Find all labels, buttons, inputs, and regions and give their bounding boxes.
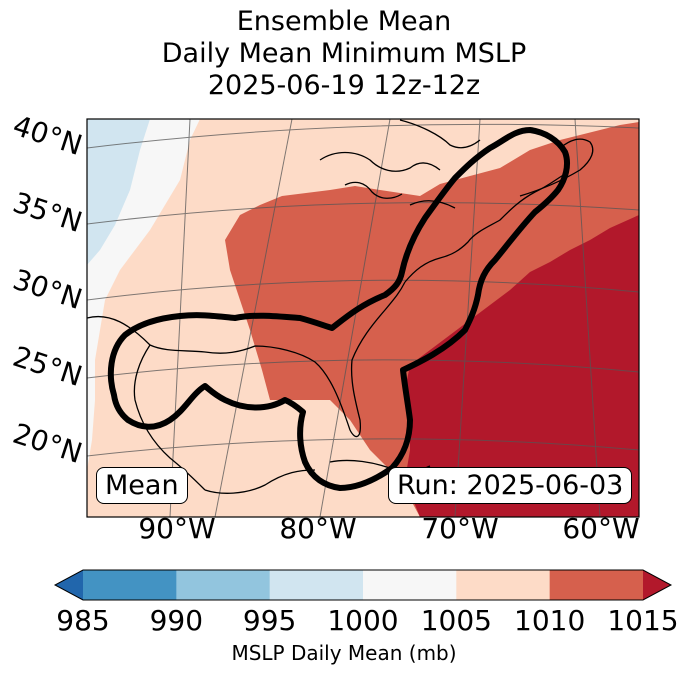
chart-title: Ensemble Mean Daily Mean Minimum MSLP 20… [0, 6, 688, 102]
colorbar-tick-label: 1015 [607, 604, 679, 637]
colorbar-segment [363, 570, 457, 600]
hudson-coast [399, 119, 481, 149]
colorbar-segment [176, 570, 271, 600]
lon-label-70w: 70°W [421, 512, 499, 545]
colorbar-segment [269, 570, 364, 600]
lat-line-35 [87, 202, 639, 225]
colorbar-tick-label: 995 [242, 604, 297, 637]
colorbar-segment [83, 570, 177, 600]
great-lakes [319, 151, 456, 209]
colorbar-tick-label: 1000 [327, 604, 399, 637]
yucatan-coast [204, 469, 316, 494]
mean-label: Mean [96, 467, 188, 504]
title-line-1: Ensemble Mean [236, 6, 452, 37]
colorbar-title: MSLP Daily Mean (mb) [231, 641, 457, 665]
lon-line-80w [319, 119, 391, 517]
lat-line-25 [87, 359, 639, 379]
lon-label-80w: 80°W [279, 512, 357, 545]
colorbar-tick-label: 990 [149, 604, 204, 637]
band-995-1000 [87, 119, 150, 265]
title-line-3: 2025-06-19 12z-12z [207, 70, 481, 101]
map-frame [86, 118, 640, 518]
band-above-1015 [405, 215, 639, 517]
colorbar-tick-label: 1005 [420, 604, 492, 637]
nova-scotia-coast [519, 138, 594, 197]
lon-label-60w: 60°W [562, 512, 640, 545]
lon-line-60w [574, 119, 601, 517]
colorbar-segment [456, 570, 551, 600]
lat-line-20 [87, 438, 639, 457]
colorbar-extend-low [55, 570, 83, 600]
colorbar-outline [53, 569, 673, 601]
lon-label-90w: 90°W [138, 512, 216, 545]
colorbar-segment [549, 570, 644, 600]
gulf-coast [87, 281, 406, 438]
run-label: Run: 2025-06-03 [388, 467, 633, 504]
colorbar [53, 569, 673, 601]
lat-line-40 [87, 123, 639, 149]
colorbar-tick-label: 985 [56, 604, 110, 637]
title-line-2: Daily Mean Minimum MSLP [161, 38, 527, 69]
mslp-contour [107, 127, 570, 491]
mexico-coast [133, 344, 206, 491]
colorbar-extend-high [643, 570, 671, 600]
colorbar-tick-label: 1010 [514, 604, 586, 637]
